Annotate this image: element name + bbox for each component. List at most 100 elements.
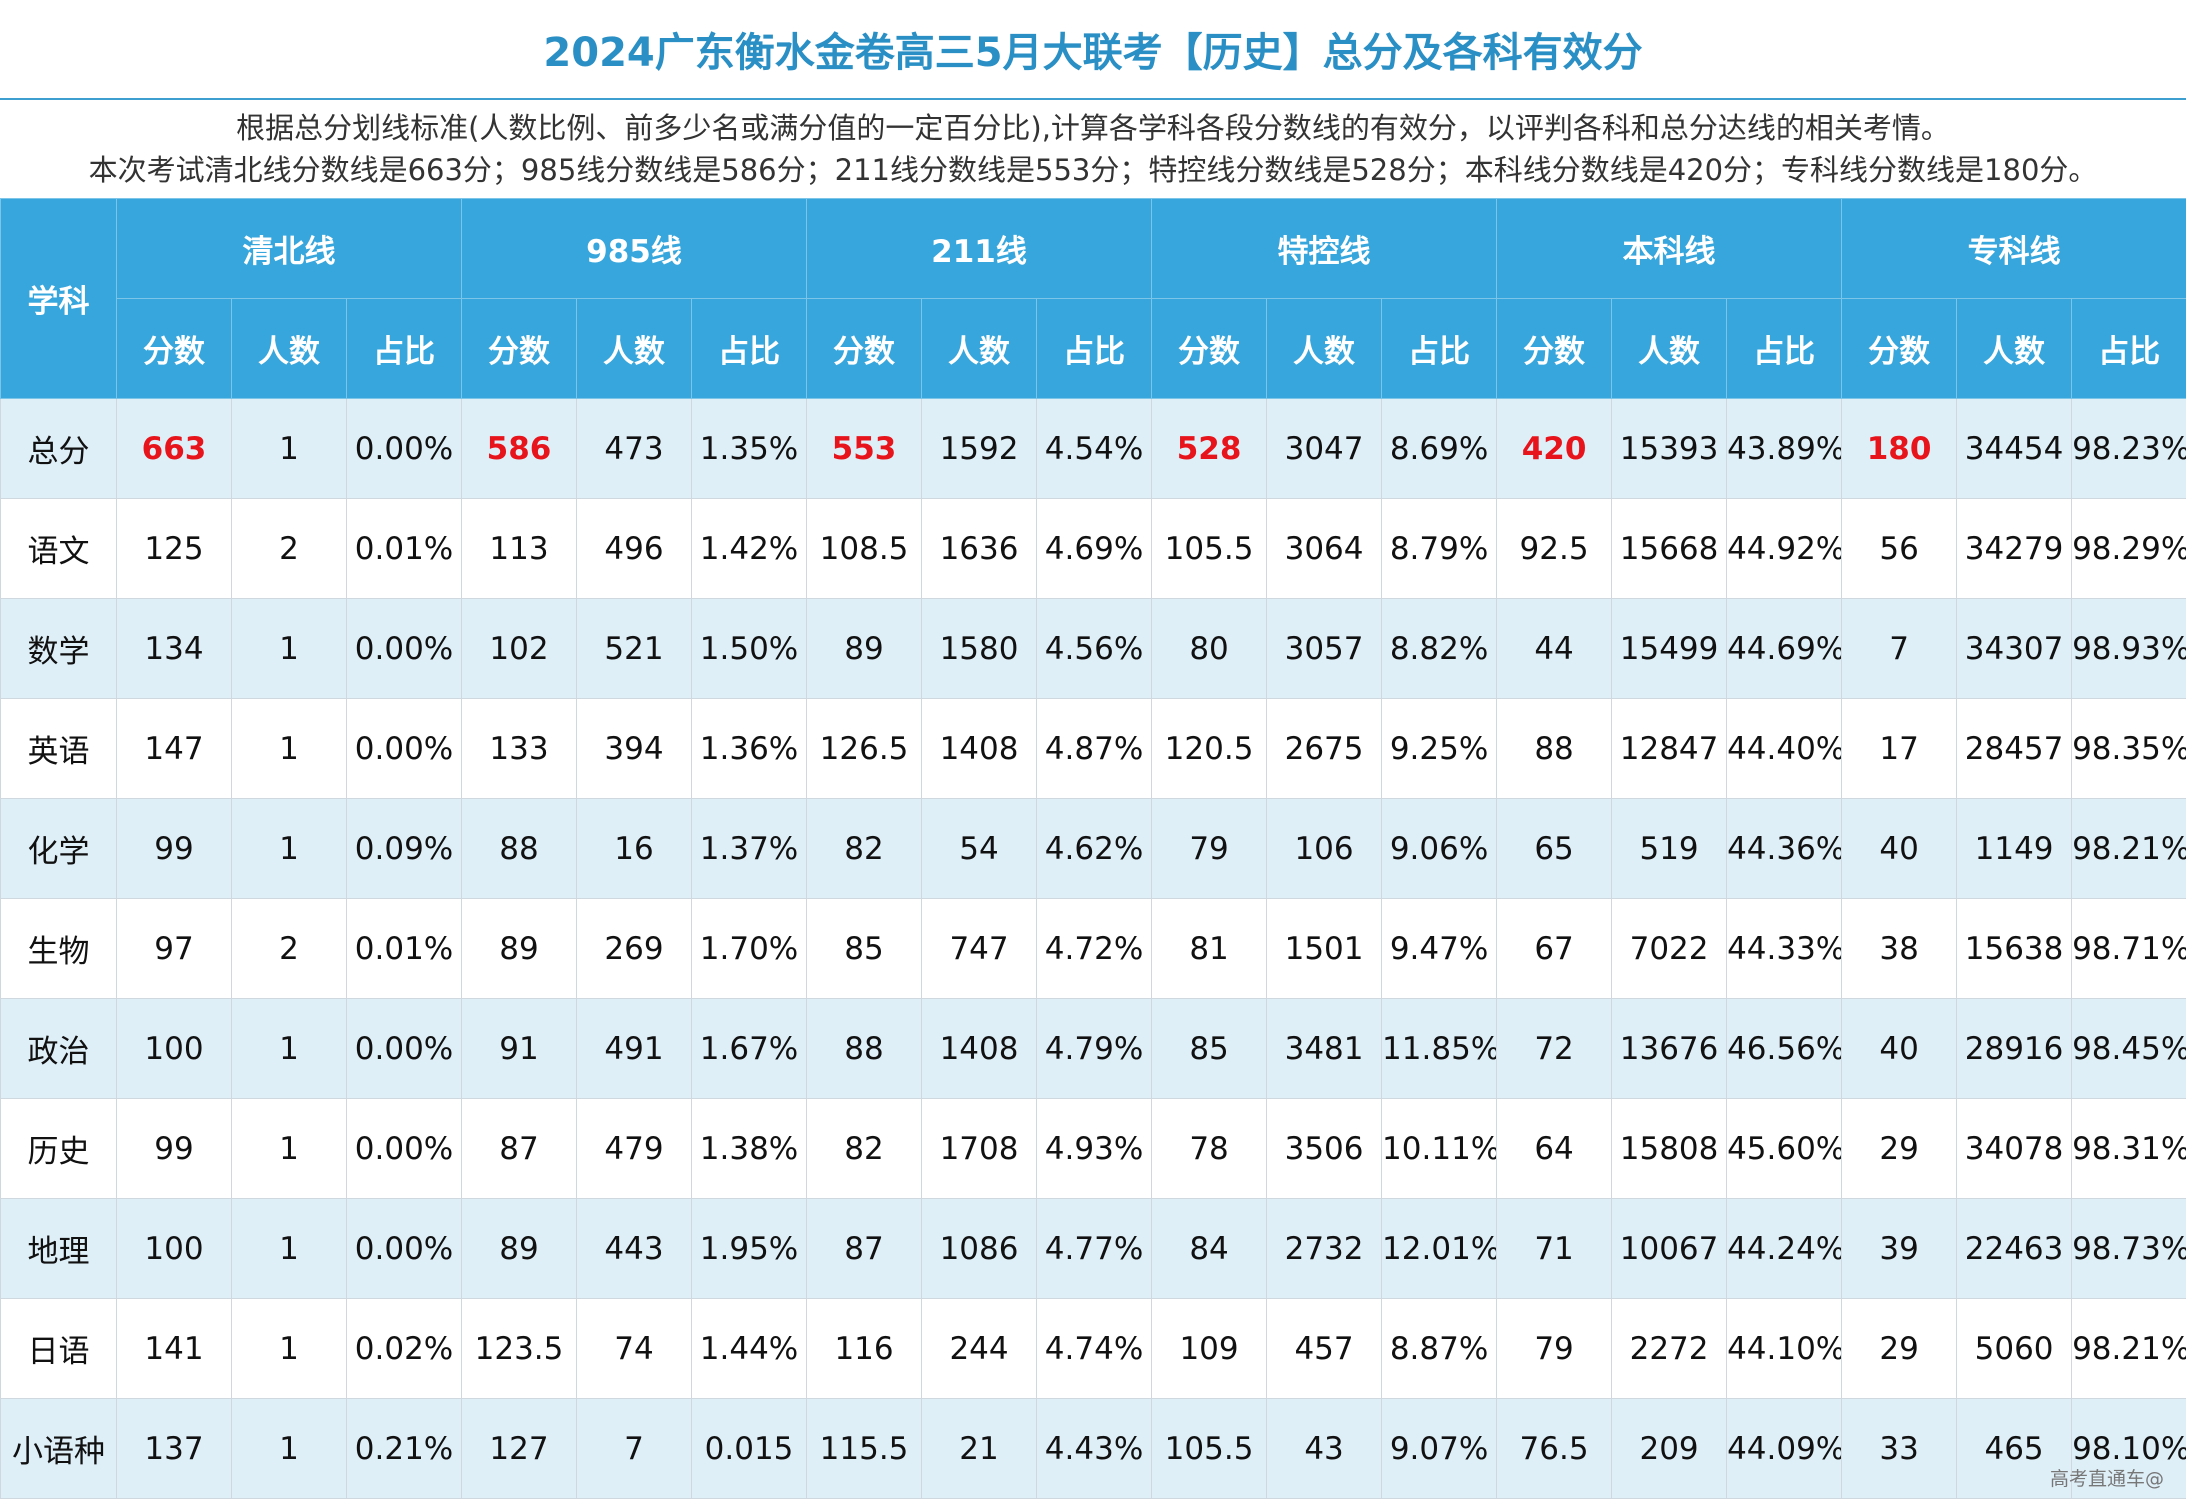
table-cell: 244 [921, 1298, 1038, 1399]
description: 根据总分划线标准(人数比例、前多少名或满分值的一定百分比),计算各学科各段分数线… [0, 100, 2186, 198]
table-cell: 17 [1841, 698, 1958, 799]
header-sub-col: 人数 [231, 298, 347, 399]
header-sub-col: 分数 [461, 298, 578, 399]
table-cell: 88 [461, 798, 578, 899]
table-row: 总分 663 1 0.00% 586 473 1.35% 553 1592 4.54% 528 304… [0, 398, 2186, 499]
table-cell: 137 [116, 1398, 232, 1499]
table-cell: 98.31% [2071, 1098, 2186, 1199]
table-cell: 113 [461, 498, 578, 599]
table-cell: 29 [1841, 1298, 1958, 1399]
table-cell: 0.00% [345, 598, 463, 699]
table-row: 政治 100 1 0.00% 91 491 1.67% 88 1408 4.79% 85 3481 11… [0, 998, 2186, 1099]
table-cell: 34307 [1956, 598, 2073, 699]
header-sub-col: 分数 [1151, 298, 1268, 399]
table-cell: 7 [1841, 598, 1958, 699]
table-cell: 1 [231, 798, 347, 899]
table-cell: 9.06% [1381, 798, 1498, 899]
table-cell: 5060 [1956, 1298, 2073, 1399]
header-sub-col: 占比 [345, 298, 463, 399]
table-row: 化学 99 1 0.09% 88 16 1.37% 82 54 4.62% 79 106 9.06% 65… [0, 798, 2186, 899]
table-cell: 46.56% [1726, 998, 1843, 1099]
table-cell: 76.5 [1496, 1398, 1613, 1499]
table-cell: 100 [116, 1198, 232, 1299]
table-cell: 180 [1841, 398, 1958, 499]
table-cell: 0.00% [345, 1098, 463, 1199]
table-cell: 87 [461, 1098, 578, 1199]
table-cell: 4.56% [1036, 598, 1153, 699]
watermark-text: 高考直通车@ [2049, 1468, 2164, 1490]
table-cell: 0.00% [345, 1198, 463, 1299]
table-cell: 15638 [1956, 898, 2073, 999]
table-cell: 7022 [1611, 898, 1728, 999]
table-cell: 134 [116, 598, 232, 699]
table-cell: 528 [1151, 398, 1268, 499]
table-cell: 89 [461, 1198, 578, 1299]
header-sub-col: 分数 [1841, 298, 1958, 399]
table-cell: 98.93% [2071, 598, 2186, 699]
table-cell: 98.73% [2071, 1198, 2186, 1299]
table-cell: 1708 [921, 1098, 1038, 1199]
table-cell: 29 [1841, 1098, 1958, 1199]
table-cell: 44.10% [1726, 1298, 1843, 1399]
table-cell: 1 [231, 1298, 347, 1399]
table-cell: 99 [116, 798, 232, 899]
table-cell: 1 [231, 1098, 347, 1199]
table-cell: 54 [921, 798, 1038, 899]
table-cell: 8.69% [1381, 398, 1498, 499]
table-cell: 4.54% [1036, 398, 1153, 499]
table-row: 历史 99 1 0.00% 87 479 1.38% 82 1708 4.93% 78 3506 10.… [0, 1098, 2186, 1199]
table-cell: 465 [1956, 1398, 2073, 1499]
table-cell: 1 [231, 1398, 347, 1499]
table-cell: 102 [461, 598, 578, 699]
table-cell: 44.09% [1726, 1398, 1843, 1499]
table-cell: 16 [576, 798, 693, 899]
table-cell: 1 [231, 598, 347, 699]
table-cell: 80 [1151, 598, 1268, 699]
table-cell: 3057 [1266, 598, 1383, 699]
table-cell: 13676 [1611, 998, 1728, 1099]
header-sub-col: 分数 [116, 298, 232, 399]
header-group: 985线 [461, 198, 808, 299]
table-cell: 123.5 [461, 1298, 578, 1399]
header-group: 本科线 [1496, 198, 1843, 299]
description-line-1: 根据总分划线标准(人数比例、前多少名或满分值的一定百分比),计算各学科各段分数线… [236, 111, 1950, 145]
table-cell: 87 [806, 1198, 923, 1299]
table-cell: 12.01% [1381, 1198, 1498, 1299]
row-subject: 总分 [0, 398, 117, 499]
table-cell: 28916 [1956, 998, 2073, 1099]
table-cell: 38 [1841, 898, 1958, 999]
header-sub-col: 占比 [1726, 298, 1843, 399]
table-cell: 0.01% [345, 498, 463, 599]
table-cell: 120.5 [1151, 698, 1268, 799]
table-cell: 72 [1496, 998, 1613, 1099]
table-cell: 89 [461, 898, 578, 999]
table-cell: 4.43% [1036, 1398, 1153, 1499]
table-cell: 98.71% [2071, 898, 2186, 999]
table-cell: 21 [921, 1398, 1038, 1499]
table-cell: 4.87% [1036, 698, 1153, 799]
table-cell: 44.40% [1726, 698, 1843, 799]
table-cell: 0.015 [691, 1398, 808, 1499]
row-subject: 化学 [0, 798, 117, 899]
table-row: 数学 134 1 0.00% 102 521 1.50% 89 1580 4.56% 80 3057 8… [0, 598, 2186, 699]
table-cell: 15393 [1611, 398, 1728, 499]
header-sub-col: 人数 [1266, 298, 1383, 399]
table-cell: 663 [116, 398, 232, 499]
table-cell: 443 [576, 1198, 693, 1299]
table-cell: 1636 [921, 498, 1038, 599]
table-cell: 44 [1496, 598, 1613, 699]
table-cell: 98.21% [2071, 1298, 2186, 1399]
row-subject: 小语种 [0, 1398, 117, 1499]
table-cell: 78 [1151, 1098, 1268, 1199]
table-cell: 44.36% [1726, 798, 1843, 899]
table-cell: 125 [116, 498, 232, 599]
row-subject: 生物 [0, 898, 117, 999]
table-cell: 3047 [1266, 398, 1383, 499]
table-cell: 1592 [921, 398, 1038, 499]
table-cell: 98.10% [2071, 1398, 2186, 1499]
header-sub-col: 占比 [2071, 298, 2186, 399]
table-cell: 209 [1611, 1398, 1728, 1499]
table-cell: 8.82% [1381, 598, 1498, 699]
header-group: 211线 [806, 198, 1153, 299]
table-cell: 9.25% [1381, 698, 1498, 799]
